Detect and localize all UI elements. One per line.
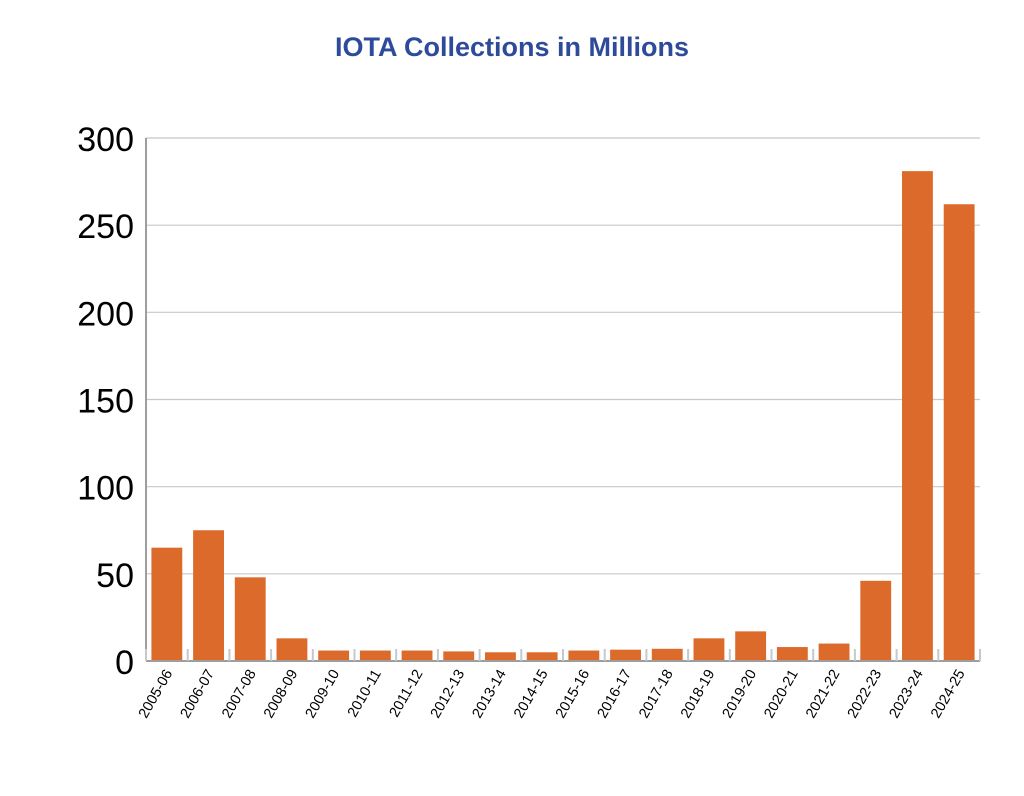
x-tick-label: 2024-25 <box>928 667 968 721</box>
x-tick-label: 2007-08 <box>219 667 259 721</box>
y-tick-label: 100 <box>77 470 134 508</box>
bar <box>902 171 933 661</box>
x-tick-label: 2009-10 <box>303 667 343 721</box>
y-tick-label: 0 <box>115 644 134 682</box>
x-tick-label: 2008-09 <box>261 667 301 721</box>
x-tick-label: 2012-13 <box>428 667 468 721</box>
bar <box>860 580 892 661</box>
bar <box>651 648 683 661</box>
x-tick-label: 2022-23 <box>845 667 885 721</box>
bar <box>526 652 558 661</box>
bar <box>943 204 975 661</box>
x-tick-label: 2013-14 <box>469 667 509 721</box>
x-tick-label: 2006-07 <box>178 667 218 721</box>
bar <box>443 651 475 661</box>
bar <box>568 650 600 661</box>
x-tick-label: 2016-17 <box>595 667 635 721</box>
x-tick-label: 2005-06 <box>136 667 176 721</box>
bar <box>485 652 516 661</box>
x-tick-label: 2018-19 <box>678 667 718 721</box>
y-tick-label: 250 <box>77 208 134 246</box>
bar <box>610 649 641 661</box>
y-tick-label: 300 <box>77 121 134 159</box>
x-tick-label: 2015-16 <box>553 667 593 721</box>
y-tick-label: 50 <box>96 557 134 595</box>
bar <box>693 638 725 661</box>
y-tick-label: 150 <box>77 383 134 421</box>
x-tick-label: 2010-11 <box>345 667 385 720</box>
bar <box>401 650 433 661</box>
x-tick-label: 2011-12 <box>387 667 427 720</box>
x-tick-label: 2023-24 <box>886 667 926 721</box>
x-tick-label: 2021-22 <box>803 667 843 721</box>
bar <box>776 647 808 661</box>
x-tick-label: 2014-15 <box>511 667 551 721</box>
x-tick-label: 2020-21 <box>761 667 801 721</box>
chart-title: IOTA Collections in Millions <box>334 32 689 62</box>
bar <box>193 530 224 661</box>
bar <box>359 650 391 661</box>
x-tick-label: 2017-18 <box>636 667 676 721</box>
bar <box>318 650 350 661</box>
bar <box>818 643 850 661</box>
bar <box>276 638 308 661</box>
x-tick-label: 2019-20 <box>720 667 760 721</box>
y-tick-label: 200 <box>77 295 134 333</box>
bar <box>234 577 266 661</box>
bar <box>151 547 183 661</box>
bar <box>735 631 767 661</box>
